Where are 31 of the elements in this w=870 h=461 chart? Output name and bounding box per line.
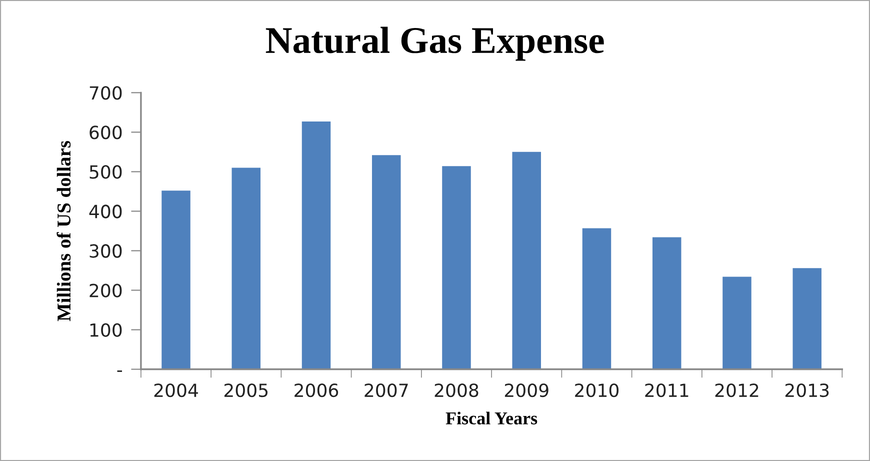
x-axis-title: Fiscal Years (446, 412, 538, 424)
x-tick-label: 2009 (504, 383, 548, 398)
bar (582, 228, 612, 370)
x-tick-label: 2011 (645, 383, 688, 398)
y-tick-label: 700 (90, 86, 122, 100)
y-tick-label: - (117, 370, 122, 372)
y-tick-label: 600 (90, 126, 122, 140)
x-tick-label: 2012 (715, 383, 758, 398)
y-tick-label: 100 (90, 323, 122, 337)
x-tick-label: 2004 (154, 383, 198, 398)
y-tick-label: 200 (90, 284, 122, 298)
chart-title: Natural Gas Expense (266, 26, 604, 61)
bar (302, 122, 331, 370)
x-tick-label: 2006 (294, 383, 338, 398)
bar (652, 237, 682, 370)
x-tick-label: 2013 (785, 383, 829, 398)
bar (372, 155, 401, 370)
y-tick-label: 400 (89, 204, 122, 218)
x-tick-label: 2008 (434, 383, 478, 398)
bar (442, 166, 471, 370)
y-tick-label: 500 (90, 165, 122, 179)
x-tick-label: 2007 (364, 383, 408, 398)
bar (162, 190, 190, 370)
x-tick-label: 2010 (575, 383, 619, 398)
bar (512, 152, 541, 370)
bar (792, 268, 822, 370)
y-axis-title: Millions of US dollars (56, 140, 71, 322)
y-tick-label: 300 (90, 244, 122, 258)
x-tick-label: 2005 (224, 383, 268, 398)
bar (232, 168, 260, 370)
bar (722, 276, 752, 370)
